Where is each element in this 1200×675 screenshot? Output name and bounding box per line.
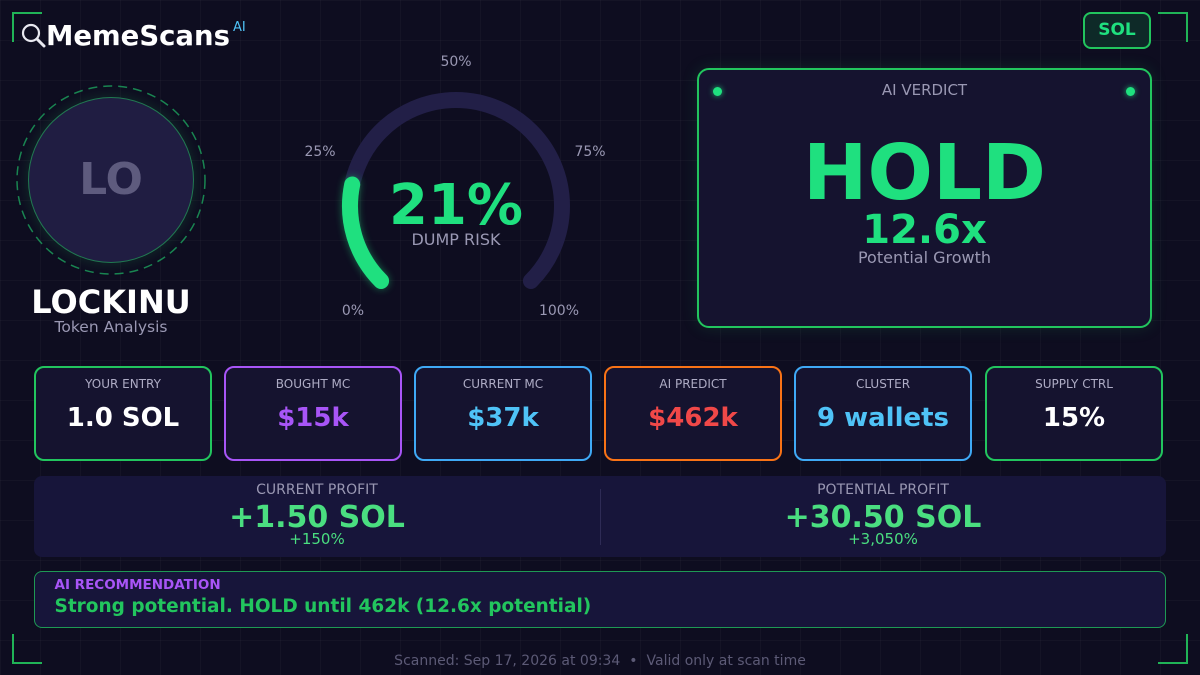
status-dot	[713, 87, 722, 96]
stat-card-cluster: CLUSTER 9 wallets	[794, 366, 972, 461]
validity-note: Valid only at scan time	[646, 653, 806, 669]
profit-panel: CURRENT PROFIT +1.50 SOL +150% POTENTIAL…	[34, 476, 1166, 557]
profit-label: POTENTIAL PROFIT	[817, 482, 949, 498]
recommendation-heading: AI RECOMMENDATION	[54, 577, 221, 593]
scan-footer: Scanned: Sep 17, 2026 at 09:34 • Valid o…	[394, 654, 806, 668]
gauge-tick-label: 100%	[538, 303, 580, 319]
stat-label: BOUGHT MC	[275, 377, 351, 391]
gauge-tick-label: 0%	[341, 303, 365, 319]
gauge-fill	[342, 176, 390, 289]
verdict-heading: AI VERDICT	[881, 81, 968, 99]
stat-label: SUPPLY CTRL	[1035, 377, 1113, 391]
ai-verdict-panel: AI VERDICT HOLD 12.6x Potential Growth	[697, 68, 1152, 328]
stat-value: 9 wallets	[816, 403, 950, 433]
stat-card-bought-mc: BOUGHT MC $15k	[224, 366, 402, 461]
dump-risk-value: 21%	[388, 173, 524, 238]
corner-bracket-top-right	[1158, 12, 1188, 42]
token-name: LOCKINU	[31, 283, 191, 321]
stat-value: $37k	[467, 403, 539, 433]
stat-card-your-entry: YOUR ENTRY 1.0 SOL	[34, 366, 212, 461]
stat-label: YOUR ENTRY	[85, 377, 161, 391]
brand-ai-superscript: AI	[232, 20, 246, 35]
chain-badge: SOL	[1083, 12, 1151, 49]
stat-value: $15k	[277, 403, 349, 433]
verdict-multiplier-label: Potential Growth	[857, 248, 992, 267]
stat-label: AI PREDICT	[659, 377, 727, 391]
profit-label: CURRENT PROFIT	[256, 482, 378, 498]
gauge-tick-label: 75%	[574, 144, 606, 160]
stat-label: CURRENT MC	[462, 377, 544, 391]
potential-profit: POTENTIAL PROFIT +30.50 SOL +3,050%	[600, 476, 1166, 557]
brand-name: MemeScans	[46, 20, 230, 52]
token-avatar: LO	[28, 97, 194, 263]
stat-card-current-mc: CURRENT MC $37k	[414, 366, 592, 461]
status-dot	[1126, 87, 1135, 96]
profit-divider	[600, 489, 601, 545]
token-initials: LO	[79, 154, 143, 205]
stat-value: 1.0 SOL	[66, 403, 180, 433]
corner-bracket-bottom-left	[12, 634, 42, 664]
dump-risk-label: DUMP RISK	[411, 230, 501, 249]
magnifying-glass-icon	[20, 22, 46, 48]
avatar-ring	[16, 85, 206, 275]
stat-card-supply-ctrl: SUPPLY CTRL 15%	[985, 366, 1163, 461]
ai-recommendation-panel: AI RECOMMENDATION Strong potential. HOLD…	[34, 571, 1166, 628]
stat-card-ai-predict: AI PREDICT $462k	[604, 366, 782, 461]
stat-label: CLUSTER	[855, 377, 911, 391]
token-subtitle: Token Analysis	[54, 318, 168, 336]
corner-bracket-bottom-right	[1158, 634, 1188, 664]
dump-risk-gauge	[342, 92, 570, 289]
scan-timestamp: Scanned: Sep 17, 2026 at 09:34	[394, 653, 621, 669]
gauge-tick-label: 25%	[304, 144, 336, 160]
profit-value: +1.50 SOL	[229, 500, 405, 535]
recommendation-text: Strong potential. HOLD until 462k (12.6x…	[54, 595, 592, 617]
corner-bracket-top-left	[12, 12, 42, 42]
profit-percent: +150%	[289, 530, 345, 548]
gauge-tick-label: 50%	[440, 54, 472, 70]
profit-value: +30.50 SOL	[784, 500, 982, 535]
stat-value: 15%	[1042, 403, 1106, 433]
verdict-action: HOLD	[803, 129, 1046, 218]
footer-separator: •	[629, 653, 638, 669]
verdict-multiplier: 12.6x	[862, 207, 987, 253]
current-profit: CURRENT PROFIT +1.50 SOL +150%	[34, 476, 600, 557]
chain-label: SOL	[1098, 20, 1136, 40]
profit-percent: +3,050%	[848, 530, 918, 548]
stat-value: $462k	[648, 403, 738, 433]
avatar-ring-dashes	[16, 85, 206, 275]
brand-logo: MemeScans AI	[46, 20, 246, 52]
